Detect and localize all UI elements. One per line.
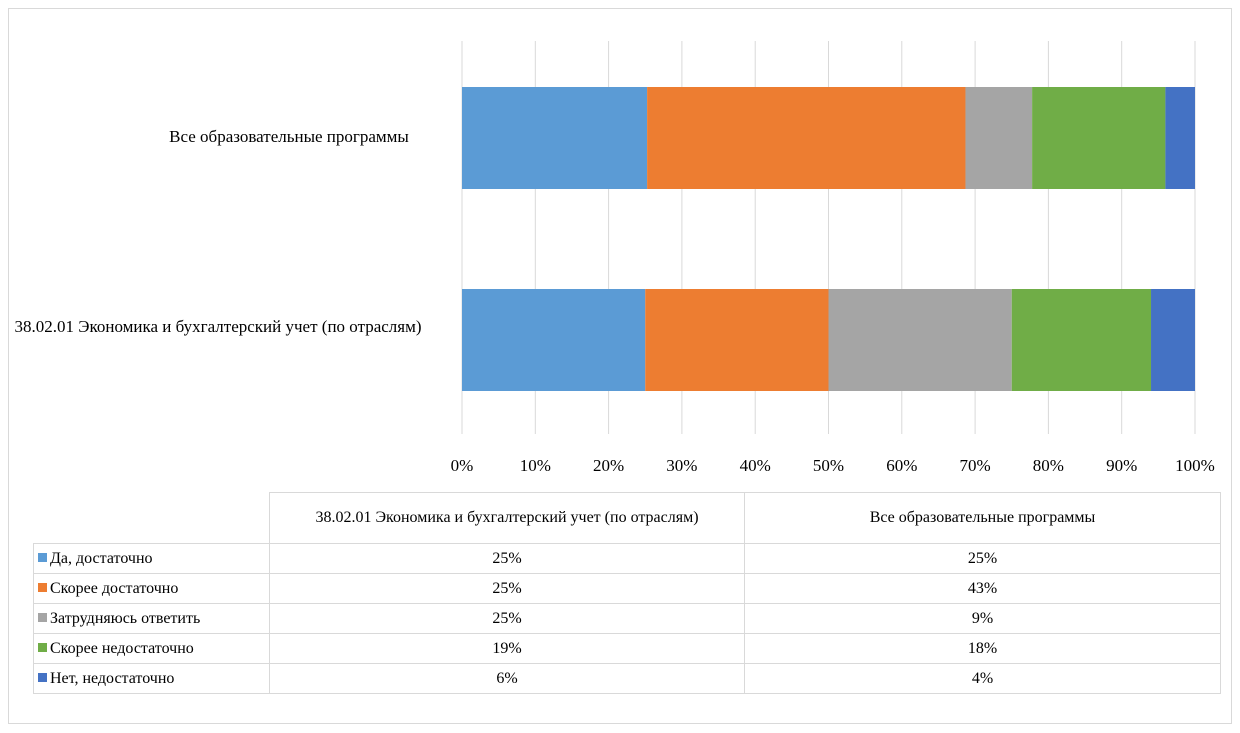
data-label: 43%: [744, 573, 1221, 604]
legend-label: Да, достаточно: [50, 549, 153, 567]
bar-segment: [1032, 87, 1166, 189]
table-row: Затрудняюсь ответить 25% 9%: [33, 603, 1221, 634]
data-label: 19%: [269, 633, 745, 664]
data-table: 38.02.01 Экономика и бухгалтерский учет …: [33, 492, 1221, 694]
x-tick-label: 40%: [739, 456, 771, 475]
legend-label: Затрудняюсь ответить: [50, 609, 201, 627]
bar-segment: [645, 289, 829, 391]
data-label: 25%: [744, 543, 1221, 574]
legend-entry: Скорее достаточно: [33, 573, 270, 604]
data-label: 25%: [269, 573, 745, 604]
x-tick-label: 100%: [1175, 456, 1215, 475]
bar-segment: [647, 87, 966, 189]
legend-label: Скорее достаточно: [50, 579, 179, 597]
table-row: Нет, недостаточно 6% 4%: [33, 663, 1221, 694]
bar-segment: [462, 87, 648, 189]
x-tick-label: 20%: [593, 456, 625, 475]
data-label: 4%: [744, 663, 1221, 694]
x-tick-label: 80%: [1032, 456, 1064, 475]
legend-swatch: [38, 552, 47, 562]
x-tick-label: 60%: [886, 456, 918, 475]
table-row: Скорее достаточно 25% 43%: [33, 573, 1221, 604]
table-header-category: Все образовательные программы: [744, 492, 1221, 544]
legend-entry: Затрудняюсь ответить: [33, 603, 270, 634]
x-tick-label: 0%: [450, 456, 474, 475]
table-corner-cell: [33, 492, 270, 544]
bar-segment: [1011, 289, 1152, 391]
category-label: Все образовательные программы: [169, 127, 409, 146]
legend-swatch: [38, 582, 47, 592]
bar-segment: [462, 289, 646, 391]
table-header-category: 38.02.01 Экономика и бухгалтерский учет …: [269, 492, 745, 544]
legend-label: Скорее недостаточно: [50, 639, 194, 657]
data-label: 25%: [269, 603, 745, 634]
legend-swatch: [38, 612, 47, 622]
table-row: Да, достаточно 25% 25%: [33, 543, 1221, 574]
x-tick-label: 30%: [666, 456, 698, 475]
x-tick-label: 50%: [812, 456, 845, 475]
legend-swatch: [38, 642, 47, 652]
data-label: 9%: [744, 603, 1221, 634]
legend-label: Нет, недостаточно: [50, 669, 175, 687]
x-tick-label: 90%: [1106, 456, 1138, 475]
x-tick-label: 10%: [519, 456, 551, 475]
data-label: 18%: [744, 633, 1221, 664]
bar-segment: [1165, 87, 1195, 189]
legend-entry: Скорее недостаточно: [33, 633, 270, 664]
data-label: 25%: [269, 543, 745, 574]
bar-segment: [965, 87, 1033, 189]
category-label: 38.02.01 Экономика и бухгалтерский учет …: [14, 317, 422, 336]
table-header-row: 38.02.01 Экономика и бухгалтерский учет …: [33, 492, 1221, 544]
stacked-bar-chart: [461, 41, 1196, 434]
x-tick-label: 70%: [959, 456, 991, 475]
legend-entry: Нет, недостаточно: [33, 663, 270, 694]
data-label: 6%: [269, 663, 745, 694]
legend-swatch: [38, 672, 47, 682]
table-row: Скорее недостаточно 19% 18%: [33, 633, 1221, 664]
bar-segment: [828, 289, 1012, 391]
chart-frame: 0% 10% 20% 30% 40% 50% 60% 70% 80% 90% 100% 38.02.0…: [8, 8, 1232, 724]
legend-entry: Да, достаточно: [33, 543, 270, 574]
bar-segment: [1151, 289, 1195, 391]
